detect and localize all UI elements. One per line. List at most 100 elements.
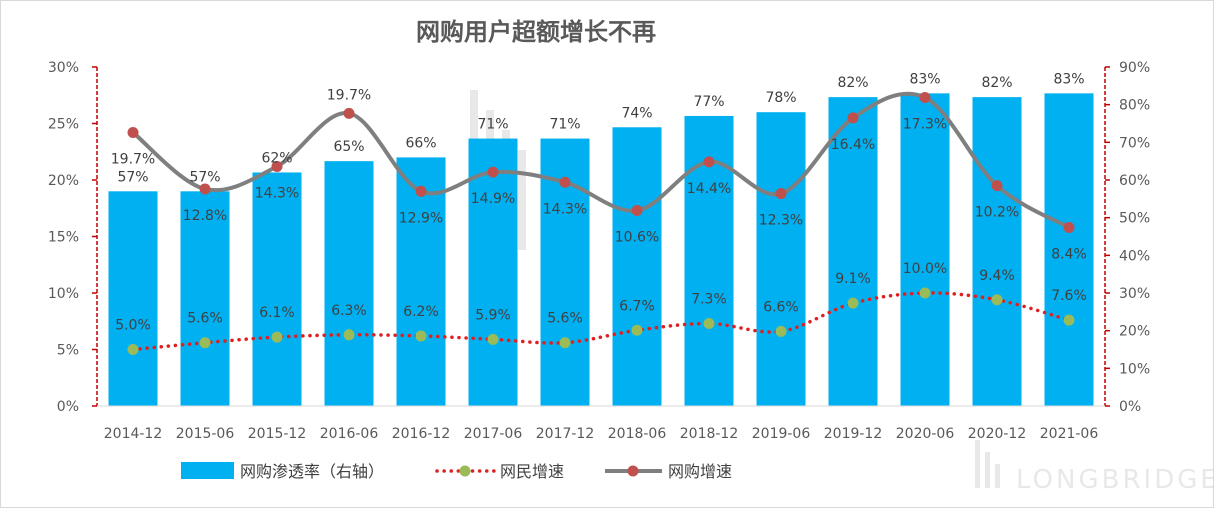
- bar-data-label: 62%: [261, 150, 292, 166]
- bar-penetration: [324, 161, 374, 406]
- x-axis-tick-label: 2017-06: [464, 426, 523, 442]
- netizen-growth-data-label: 6.6%: [763, 299, 799, 315]
- left-axis-tick-label: 5%: [57, 343, 79, 359]
- point-netizen-growth: [343, 329, 355, 341]
- shopping-growth-data-label: 14.4%: [687, 181, 731, 197]
- lines-layer: [127, 91, 1075, 355]
- x-axis-tick-label: 2018-12: [680, 426, 739, 442]
- labels-layer: 57% 57% 62% 65% 66% 71% 71% 74% 77% 78% 82% 83% 82% 8…: [111, 71, 1087, 333]
- bar-data-label: 57%: [117, 169, 148, 185]
- left-axis-tick-label: 30%: [48, 60, 79, 76]
- right-axis-tick-label: 70%: [1119, 135, 1150, 151]
- point-shopping-growth: [631, 205, 643, 217]
- point-shopping-growth: [919, 92, 931, 104]
- netizen-growth-data-label: 5.6%: [187, 311, 223, 327]
- watermark-text: LONGBRIDGE: [1016, 465, 1214, 495]
- right-axis-tick-label: 40%: [1119, 248, 1150, 264]
- shopping-growth-data-label: 16.4%: [831, 137, 875, 153]
- left-axis-tick-label: 20%: [48, 173, 79, 189]
- x-axis-tick-label: 2020-12: [968, 426, 1027, 442]
- x-axis-tick-label: 2020-06: [896, 426, 955, 442]
- right-axis-tick-label: 30%: [1119, 286, 1150, 302]
- bar-penetration: [612, 127, 662, 407]
- bars-layer: [108, 93, 1094, 407]
- point-shopping-growth: [487, 166, 499, 178]
- right-axis-tick-label: 50%: [1119, 211, 1150, 227]
- shopping-growth-data-label: 14.3%: [543, 201, 587, 217]
- shopping-growth-data-label: 10.6%: [615, 230, 659, 246]
- shopping-growth-data-label: 14.3%: [255, 185, 299, 201]
- netizen-growth-data-label: 5.6%: [547, 311, 583, 327]
- bar-data-label: 57%: [189, 169, 220, 185]
- netizen-growth-data-label: 6.7%: [619, 298, 655, 314]
- legend-label-netizen: 网民增速: [500, 462, 564, 481]
- point-shopping-growth: [343, 107, 355, 119]
- point-shopping-growth: [991, 180, 1003, 192]
- right-axis-tick-label: 20%: [1119, 324, 1150, 340]
- shopping-growth-data-label: 8.4%: [1051, 246, 1087, 262]
- point-netizen-growth: [271, 331, 283, 343]
- left-axis-tick-label: 25%: [48, 117, 79, 133]
- point-netizen-growth: [199, 337, 211, 349]
- shopping-growth-data-label: 19.7%: [111, 152, 155, 168]
- shopping-growth-data-label: 12.8%: [183, 208, 227, 224]
- shopping-growth-data-label: 19.7%: [327, 87, 371, 103]
- right-axis-tick-label: 60%: [1119, 173, 1150, 189]
- bar-penetration: [108, 191, 158, 406]
- right-axis-tick-label: 90%: [1119, 60, 1150, 76]
- line-netizen-growth: [131, 291, 1071, 352]
- x-axis-tick-label: 2021-06: [1040, 426, 1099, 442]
- legend-swatch-penetration: [181, 462, 234, 479]
- bar-penetration: [972, 97, 1022, 406]
- point-shopping-growth: [271, 160, 283, 172]
- netizen-growth-data-label: 9.4%: [979, 268, 1015, 284]
- netizen-growth-data-label: 9.1%: [835, 271, 871, 287]
- legend-swatch-shopping-marker: [627, 465, 639, 477]
- legend: 网购渗透率（右轴） 网民增速 网购增速: [181, 462, 732, 481]
- bar-penetration: [1044, 93, 1094, 406]
- right-axis-tick-label: 0%: [1119, 399, 1141, 415]
- x-axis-tick-label: 2016-06: [320, 426, 379, 442]
- bar-data-label: 65%: [333, 139, 364, 155]
- bar-penetration: [828, 97, 878, 406]
- bar-data-label: 71%: [549, 117, 580, 133]
- bar-data-label: 82%: [837, 75, 868, 91]
- point-shopping-growth: [415, 185, 427, 197]
- point-netizen-growth: [415, 330, 427, 342]
- netizen-growth-data-label: 6.3%: [331, 303, 367, 319]
- point-shopping-growth: [127, 127, 139, 139]
- bar-penetration: [180, 191, 230, 406]
- shopping-growth-data-label: 12.9%: [399, 210, 443, 226]
- bar-data-label: 77%: [693, 94, 724, 110]
- point-shopping-growth: [775, 188, 787, 200]
- bar-penetration: [756, 112, 806, 406]
- shopping-growth-data-label: 14.9%: [471, 191, 515, 207]
- netizen-growth-data-label: 7.3%: [691, 292, 727, 308]
- point-netizen-growth: [703, 318, 715, 330]
- left-axis-tick-label: 0%: [57, 399, 79, 415]
- netizen-growth-data-label: 5.0%: [115, 318, 151, 334]
- netizen-growth-data-label: 6.2%: [403, 304, 439, 320]
- right-axis-tick-label: 80%: [1119, 98, 1150, 114]
- x-axis-tick-label: 2019-12: [824, 426, 883, 442]
- bar-penetration: [252, 172, 302, 406]
- bar-data-label: 82%: [981, 75, 1012, 91]
- bar-data-label: 83%: [909, 71, 940, 87]
- legend-label-penetration: 网购渗透率（右轴）: [240, 462, 384, 481]
- shopping-growth-data-label: 17.3%: [903, 117, 947, 133]
- point-netizen-growth: [631, 324, 643, 336]
- netizen-growth-data-label: 5.9%: [475, 307, 511, 323]
- point-netizen-growth: [919, 287, 931, 299]
- legend-label-shopping: 网购增速: [668, 462, 732, 481]
- bar-penetration: [396, 157, 446, 406]
- left-axis-tick-label: 15%: [48, 230, 79, 246]
- x-axis-tick-label: 2015-12: [248, 426, 307, 442]
- shopping-growth-data-label: 10.2%: [975, 205, 1019, 221]
- x-axis-tick-label: 2018-06: [608, 426, 667, 442]
- netizen-growth-data-label: 6.1%: [259, 305, 295, 321]
- point-netizen-growth: [775, 325, 787, 337]
- point-shopping-growth: [199, 183, 211, 195]
- shopping-growth-data-label: 12.3%: [759, 213, 803, 229]
